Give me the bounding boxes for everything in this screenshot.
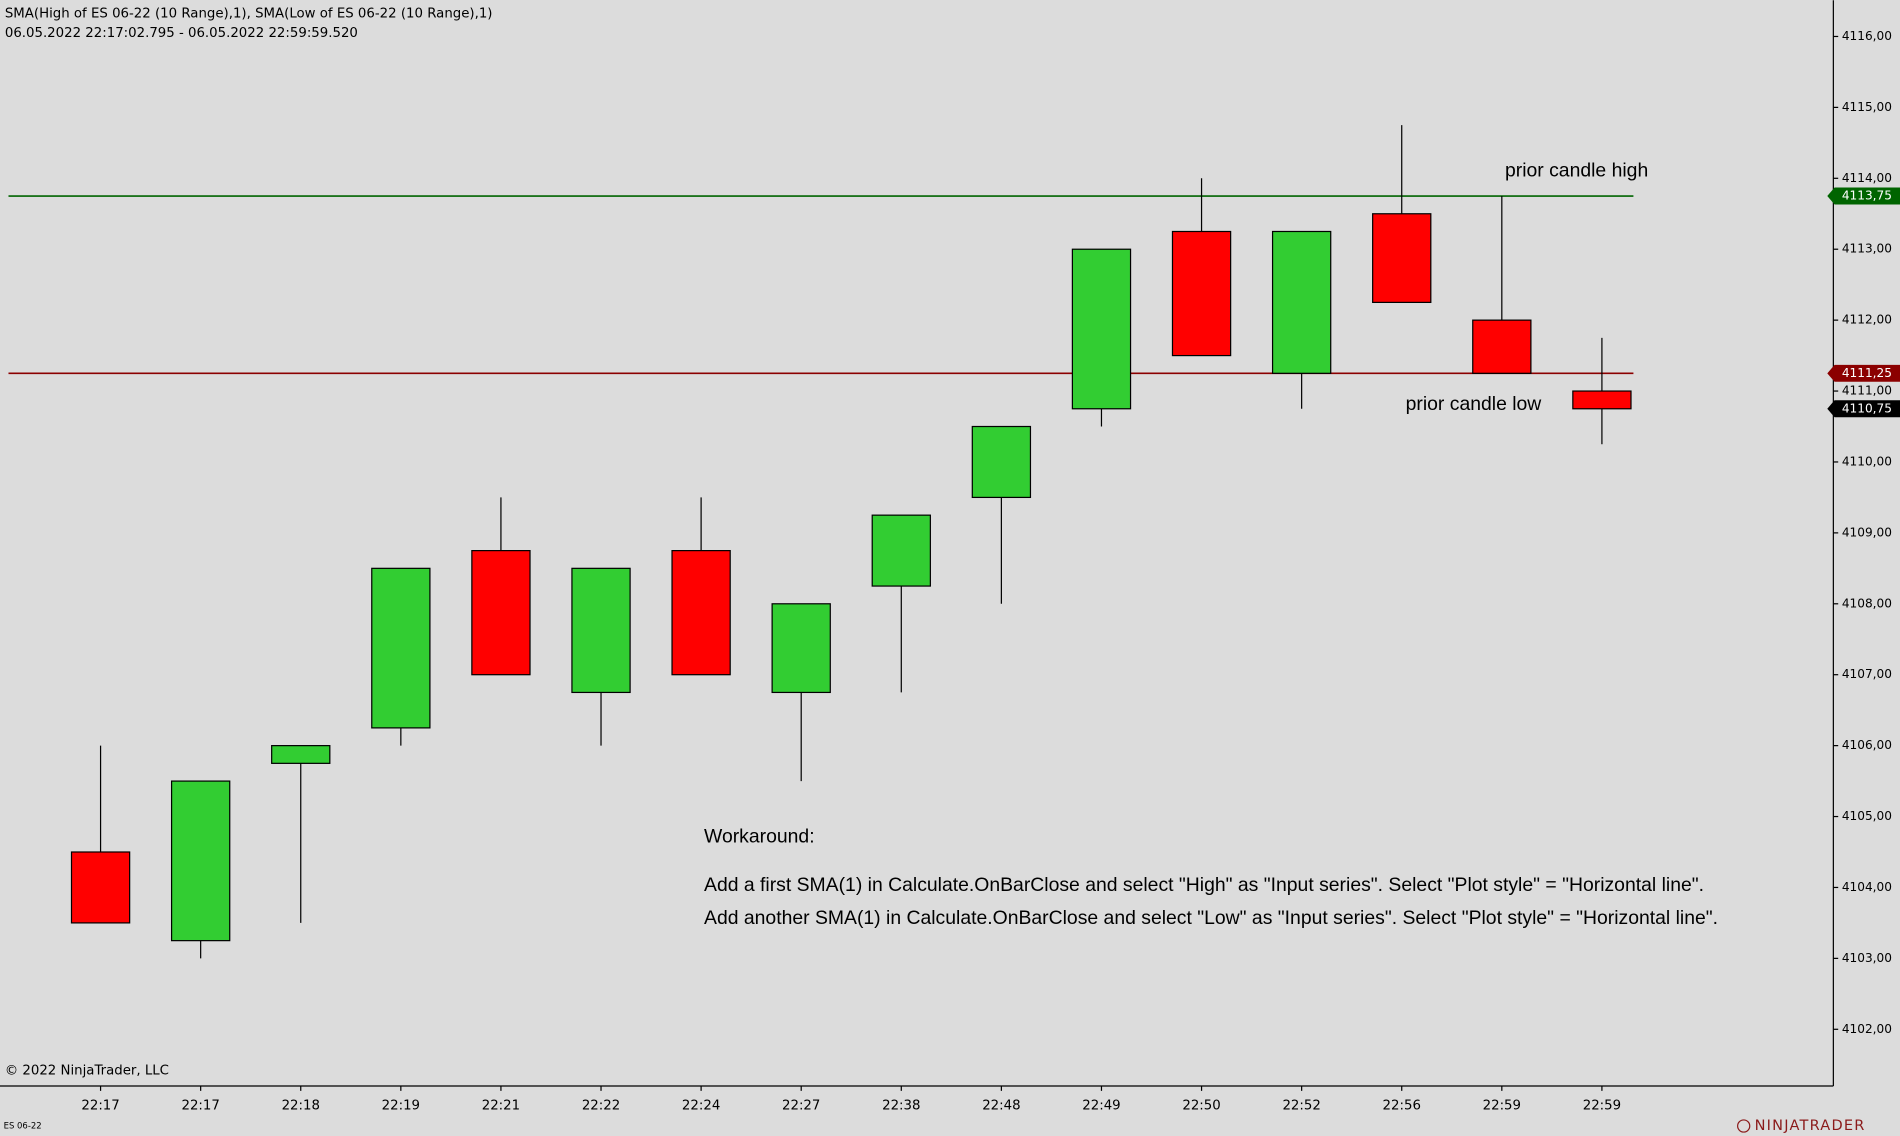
last-price-badge: [1827, 400, 1900, 418]
x-tick-label: 22:56: [1383, 1098, 1421, 1113]
logo-icon: [1737, 1119, 1751, 1133]
x-tick-label: 22:27: [782, 1098, 820, 1113]
candle-body: [671, 549, 731, 676]
y-tick-label: 4103,00: [1842, 951, 1892, 965]
candle-body: [771, 603, 831, 694]
y-tick-label: 4110,00: [1842, 454, 1892, 468]
x-tick-label: 22:48: [982, 1098, 1020, 1113]
x-tick-label: 22:17: [181, 1098, 219, 1113]
candle-body: [1372, 213, 1432, 304]
annotation: prior candle high: [1505, 159, 1648, 181]
candle-body: [871, 514, 931, 587]
x-tick-label: 22:19: [382, 1098, 420, 1113]
candle-body: [571, 567, 631, 694]
price-badge: [1827, 364, 1900, 382]
x-tick-label: 22:18: [282, 1098, 320, 1113]
y-tick-label: 4114,00: [1842, 171, 1892, 185]
y-tick-label: 4115,00: [1842, 100, 1892, 114]
annotation: prior candle low: [1406, 393, 1543, 415]
y-tick-label: 4112,00: [1842, 313, 1892, 327]
candle-body: [70, 851, 131, 924]
y-tick-label: 4107,00: [1842, 667, 1892, 681]
y-tick-label: 4102,00: [1842, 1022, 1892, 1036]
price-label: 4111,25: [1842, 366, 1892, 380]
x-tick-label: 22:49: [1082, 1098, 1120, 1113]
candle-body: [971, 425, 1032, 499]
date-range: 06.05.2022 22:17:02.795 - 06.05.2022 22:…: [5, 26, 358, 41]
candle-body: [170, 780, 231, 942]
x-tick-label: 22:21: [482, 1098, 520, 1113]
candle-body: [1472, 319, 1532, 374]
candle-body: [1271, 230, 1332, 374]
x-tick-label: 22:59: [1483, 1098, 1521, 1113]
candle-body: [371, 567, 431, 729]
instrument: ES 06-22: [4, 1121, 42, 1131]
price-badge: [1827, 187, 1900, 205]
y-tick-label: 4111,00: [1842, 384, 1892, 398]
indicator-title: SMA(High of ES 06-22 (10 Range),1), SMA(…: [5, 7, 493, 22]
y-tick-label: 4108,00: [1842, 596, 1892, 610]
y-tick-label: 4104,00: [1842, 880, 1892, 894]
note-heading: Workaround:: [704, 826, 815, 848]
x-tick-label: 22:24: [682, 1098, 720, 1113]
x-tick-label: 22:38: [882, 1098, 920, 1113]
y-tick-label: 4113,00: [1842, 242, 1892, 256]
candle-body: [1071, 248, 1132, 410]
candle-body: [1572, 390, 1632, 410]
candle-body: [271, 745, 331, 764]
note-line: Add another SMA(1) in Calculate.OnBarClo…: [704, 907, 1718, 929]
y-tick-label: 4106,00: [1842, 738, 1892, 752]
x-tick-label: 22:59: [1583, 1098, 1621, 1113]
note-line: Add a first SMA(1) in Calculate.OnBarClo…: [704, 874, 1704, 896]
y-tick-label: 4109,00: [1842, 525, 1892, 539]
candle-body: [1171, 230, 1232, 357]
x-tick-label: 22:50: [1182, 1098, 1220, 1113]
logo: NINJATRADER: [1755, 1118, 1866, 1134]
x-tick-label: 22:52: [1282, 1098, 1320, 1113]
y-tick-label: 4116,00: [1842, 29, 1892, 43]
x-tick-label: 22:22: [582, 1098, 620, 1113]
price-label: 4113,75: [1842, 189, 1892, 203]
last-price-label: 4110,75: [1842, 401, 1892, 415]
candle-body: [471, 549, 531, 676]
copyright: © 2022 NinjaTrader, LLC: [5, 1063, 169, 1078]
y-tick-label: 4105,00: [1842, 809, 1892, 823]
x-tick-label: 22:17: [81, 1098, 119, 1113]
